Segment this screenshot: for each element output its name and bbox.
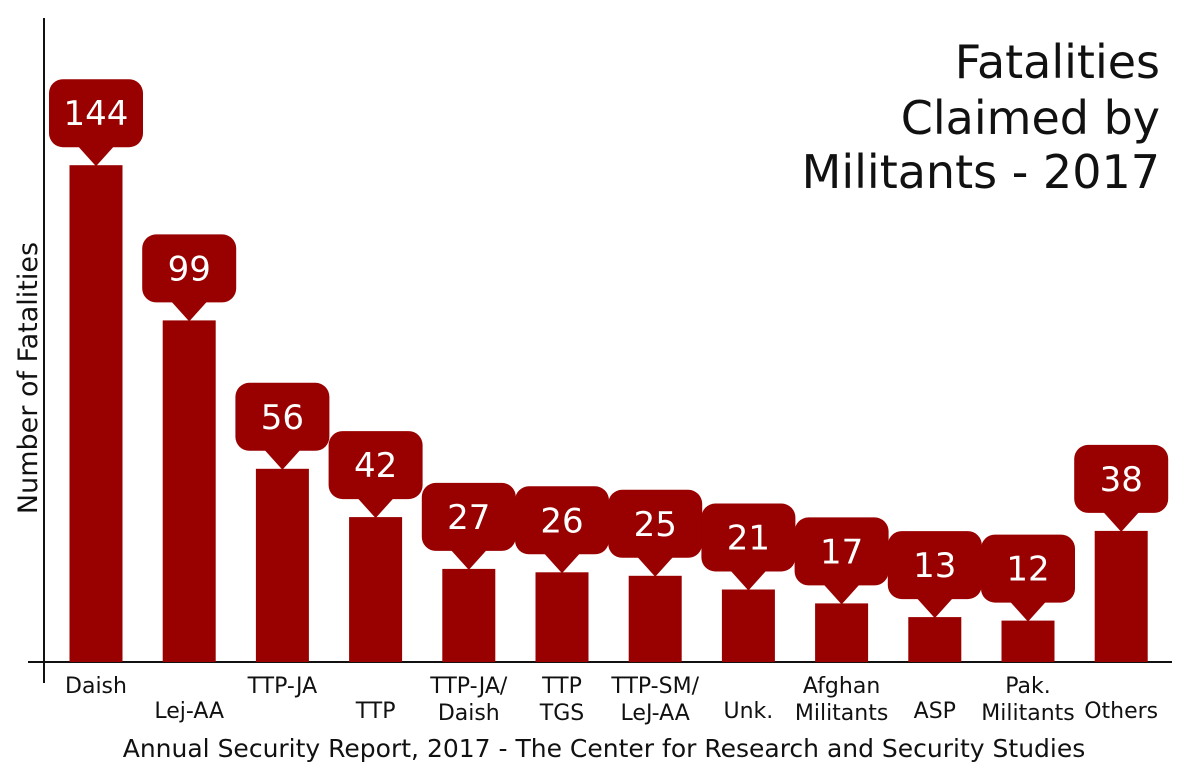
value-callout: 38	[1074, 444, 1169, 532]
data-label: 56	[261, 398, 304, 438]
bar	[1094, 530, 1148, 662]
x-tick-label-line: LeJ-AA	[621, 701, 690, 726]
data-label: 42	[354, 446, 397, 486]
data-label: 25	[634, 505, 677, 545]
callout-bubble	[142, 234, 237, 303]
x-tick-label-line: Daish	[65, 674, 127, 699]
bar	[908, 617, 962, 662]
x-tick-label-line: Others	[1084, 699, 1158, 724]
callout-bubble	[235, 382, 330, 451]
value-callout: 21	[701, 503, 796, 591]
callout-pointer	[1103, 511, 1140, 532]
x-tick-label: TTP	[355, 699, 396, 724]
bar	[1001, 620, 1055, 662]
callout-pointer	[1010, 601, 1046, 622]
bar	[162, 320, 216, 662]
data-label: 21	[727, 519, 770, 559]
bar	[442, 568, 496, 663]
value-callout: 12	[981, 534, 1075, 622]
callout-pointer	[544, 553, 580, 574]
x-tick-label-line: ASP	[914, 699, 956, 724]
x-tick-label: Lej-AA	[154, 699, 224, 724]
bar	[349, 517, 403, 662]
y-axis-label: Number of Fatalities	[13, 242, 44, 514]
value-callout: 13	[887, 531, 982, 619]
data-label: 13	[913, 546, 956, 586]
callout-bubble	[701, 503, 796, 572]
chart-title-line: Militants - 2017	[802, 145, 1160, 199]
x-tick-label: Unk.	[724, 699, 774, 724]
data-label: 12	[1006, 550, 1049, 590]
x-tick-label-line: TTP	[355, 699, 396, 724]
callout-pointer	[823, 584, 860, 605]
callout-bubble	[328, 431, 423, 500]
bar	[628, 575, 682, 663]
x-tick-label-line: TTP-SM/	[610, 674, 699, 699]
callout-pointer	[171, 301, 208, 322]
callout-pointer	[264, 449, 301, 470]
x-tick-label: Others	[1084, 699, 1158, 724]
bars-group	[69, 165, 1148, 663]
callout-pointer	[637, 556, 674, 577]
x-tick-label-line: Militants	[795, 701, 888, 726]
x-tick-label: Afghan Militants	[795, 674, 888, 726]
value-callouts-group: 144 99 56 42 27 26 25 21 17 13 12 38	[49, 79, 1169, 622]
bar	[815, 603, 869, 663]
callout-bubble	[794, 517, 889, 586]
chart-title-line: Fatalities	[955, 35, 1160, 89]
data-label: 17	[820, 532, 863, 572]
x-tick-label-line: Afghan	[803, 674, 880, 699]
data-label: 38	[1100, 460, 1143, 500]
value-callout: 144	[49, 79, 143, 167]
x-tick-label: TTP TGS	[539, 674, 584, 726]
callout-pointer	[916, 598, 953, 619]
bar	[721, 589, 775, 662]
data-label: 27	[447, 498, 490, 538]
x-tick-label-line: Militants	[981, 701, 1074, 726]
value-callout: 99	[142, 234, 237, 322]
bar	[535, 572, 589, 662]
x-tick-label: ASP	[914, 699, 956, 724]
source-note: Annual Security Report, 2017 - The Cente…	[123, 734, 1086, 763]
data-label: 144	[64, 94, 129, 134]
value-callout: 56	[235, 382, 330, 470]
callout-pointer	[730, 570, 767, 591]
callout-bubble	[49, 79, 143, 148]
data-label: 26	[540, 501, 583, 541]
x-tick-label: TTP-SM/LeJ-AA	[610, 674, 699, 726]
callout-bubble	[887, 531, 982, 600]
x-tick-label-line: TGS	[539, 701, 584, 726]
x-tick-label-line: TTP	[541, 674, 582, 699]
x-tick-label: TTP-JA/Daish	[429, 674, 508, 726]
x-tick-label-line: Pak.	[1005, 674, 1051, 699]
callout-bubble	[608, 489, 703, 558]
value-callout: 25	[608, 489, 703, 577]
value-callout: 27	[421, 482, 516, 570]
data-label: 99	[168, 249, 211, 289]
callout-pointer	[357, 498, 394, 519]
x-tick-label-line: Unk.	[724, 699, 774, 724]
x-tick-label: Daish	[65, 674, 127, 699]
bar	[255, 468, 309, 662]
x-tick-label: Pak. Militants	[981, 674, 1074, 726]
callout-bubble	[515, 486, 609, 555]
bar	[69, 165, 123, 662]
callout-bubble	[421, 482, 516, 551]
callout-pointer	[78, 146, 114, 167]
x-tick-label-line: Lej-AA	[154, 699, 224, 724]
value-callout: 26	[515, 486, 609, 574]
x-tick-label: TTP-JA	[247, 674, 318, 699]
callout-pointer	[450, 549, 487, 570]
x-tick-label-line: Daish	[438, 701, 500, 726]
callout-bubble	[1074, 444, 1169, 513]
chart-title-line: Claimed by	[901, 91, 1160, 145]
x-tick-label-line: TTP-JA/	[429, 674, 508, 699]
x-tick-label-line: TTP-JA	[247, 674, 318, 699]
value-callout: 17	[794, 517, 889, 605]
value-callout: 42	[328, 431, 423, 519]
callout-bubble	[981, 534, 1075, 603]
